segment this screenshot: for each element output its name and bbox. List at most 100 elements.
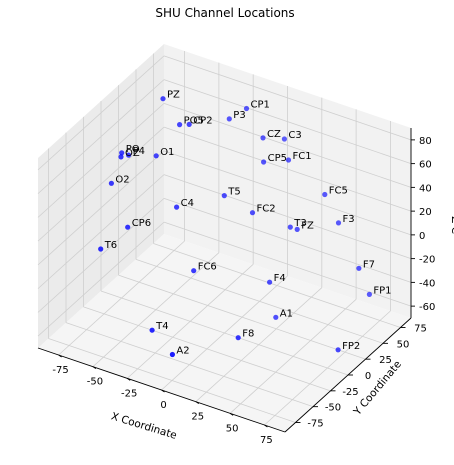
channel-label: CP6 bbox=[132, 218, 151, 229]
y-tick-label: 25 bbox=[379, 355, 392, 366]
channel-label: FC2 bbox=[257, 204, 276, 215]
channel-label: T5 bbox=[227, 187, 240, 198]
x-tick-mark bbox=[58, 354, 62, 358]
x-tick-label: 50 bbox=[226, 423, 239, 434]
grid-lines bbox=[37, 51, 412, 426]
channel-label: CP1 bbox=[251, 100, 270, 111]
grid-line-z bbox=[37, 198, 165, 313]
x-tick-mark bbox=[92, 366, 97, 370]
grid-line-z bbox=[163, 55, 412, 141]
channel-point bbox=[108, 180, 114, 186]
channel-label: F3 bbox=[343, 214, 355, 225]
channel-point bbox=[153, 153, 159, 159]
grid-line-z bbox=[163, 126, 412, 212]
grid-line-z bbox=[163, 150, 412, 236]
z-tick-label: -60 bbox=[419, 302, 435, 313]
channel-point bbox=[260, 135, 266, 141]
x-tick-label: 75 bbox=[260, 435, 273, 446]
x-tick-label: -75 bbox=[52, 365, 68, 376]
channel-label: F7 bbox=[363, 259, 375, 270]
channel-label: O1 bbox=[160, 147, 174, 158]
y-axis-label: Y Coordinate bbox=[351, 358, 404, 418]
channel-label: FZ bbox=[301, 220, 314, 231]
channel-point bbox=[226, 116, 232, 122]
channel-point bbox=[174, 204, 180, 210]
z-tick-label: 0 bbox=[419, 231, 425, 242]
y-tick-label: -25 bbox=[342, 387, 358, 398]
y-tick-label: -50 bbox=[325, 403, 341, 414]
channel-point bbox=[261, 159, 267, 165]
chart-title: SHU Channel Locations bbox=[155, 6, 294, 20]
x-axis-label: X Coordinate bbox=[110, 410, 179, 441]
channel-label: F8 bbox=[242, 329, 254, 340]
channel-point bbox=[243, 105, 250, 112]
channel-point bbox=[186, 121, 192, 127]
channel-point bbox=[221, 193, 227, 199]
channel-label: T4 bbox=[155, 321, 168, 332]
x-tick-label: 25 bbox=[191, 412, 204, 423]
channel-point bbox=[118, 154, 124, 160]
channel-label: F4 bbox=[274, 273, 286, 284]
channel-label: PO bbox=[126, 144, 140, 155]
channel-point bbox=[149, 327, 155, 333]
grid-line-z bbox=[163, 102, 412, 188]
y-tick-label: 0 bbox=[365, 371, 371, 382]
grid-line-z bbox=[37, 174, 165, 289]
channel-label: A2 bbox=[176, 346, 189, 357]
z-tick-label: 80 bbox=[419, 136, 432, 147]
grid-line-y bbox=[100, 290, 349, 376]
channel-point bbox=[335, 220, 342, 226]
grid-line-z bbox=[37, 221, 165, 337]
channel-point bbox=[366, 291, 372, 297]
x-tick-mark bbox=[161, 389, 165, 393]
channel-point bbox=[294, 226, 300, 232]
channel-label: FC5 bbox=[329, 186, 348, 197]
grid-line-y bbox=[135, 258, 384, 344]
y-tick-label: -75 bbox=[307, 419, 323, 430]
grid-line-y bbox=[65, 322, 314, 408]
channel-point bbox=[356, 265, 362, 271]
channel-point bbox=[125, 224, 131, 230]
channel-label: C4 bbox=[181, 198, 194, 209]
channel-label: C3 bbox=[288, 130, 301, 141]
channel-point bbox=[191, 268, 197, 274]
channel-point bbox=[235, 335, 241, 341]
z-tick-label: 20 bbox=[419, 207, 432, 218]
channel-point bbox=[119, 150, 125, 156]
channel-label: PZ bbox=[167, 90, 180, 101]
channel-label: A1 bbox=[280, 308, 293, 319]
channel-point bbox=[169, 351, 175, 358]
x-tick-label: -25 bbox=[121, 388, 137, 399]
x-tick-mark bbox=[126, 377, 131, 381]
grid-line-y bbox=[118, 274, 366, 360]
x-tick-label: 0 bbox=[160, 400, 166, 411]
channel-label: PO5 bbox=[184, 116, 204, 127]
channel-point bbox=[98, 246, 104, 252]
channel-label: O2 bbox=[115, 174, 129, 185]
grid-line-z bbox=[37, 103, 165, 218]
grid-line-z bbox=[163, 197, 412, 283]
grid-line-z bbox=[37, 55, 165, 171]
channel-point bbox=[267, 279, 273, 285]
x-tick-mark bbox=[229, 412, 234, 416]
channel-label: FC6 bbox=[198, 262, 217, 273]
channel-point bbox=[285, 157, 292, 163]
channel-point bbox=[335, 347, 341, 353]
channel-label: OZ bbox=[125, 148, 140, 159]
channel-point bbox=[273, 314, 279, 320]
grid-line-z bbox=[163, 79, 412, 165]
channel-point bbox=[126, 152, 132, 158]
z-tick-label: 40 bbox=[419, 183, 432, 194]
channel-point bbox=[177, 122, 183, 128]
grid-line-y bbox=[48, 338, 296, 423]
x-tick-mark bbox=[195, 401, 200, 405]
channel-label: CZ bbox=[267, 129, 281, 140]
z-tick-label: 60 bbox=[419, 160, 432, 171]
z-tick-label: -40 bbox=[419, 278, 435, 289]
grid-line-z bbox=[37, 126, 165, 242]
grid-line-y bbox=[83, 306, 331, 392]
grid-line-z bbox=[37, 79, 165, 194]
x-tick-label: -50 bbox=[87, 377, 103, 388]
channel-point bbox=[287, 224, 293, 230]
